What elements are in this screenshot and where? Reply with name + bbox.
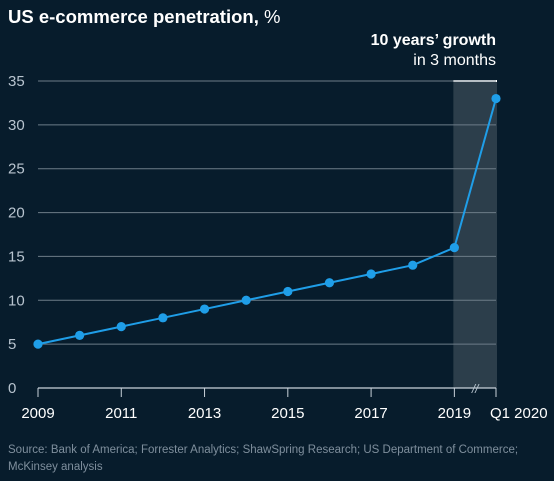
data-point [158,313,168,323]
data-point [33,339,43,349]
data-point [449,243,459,253]
y-tick-label: 15 [8,248,25,265]
y-tick-label: 5 [8,336,16,353]
data-point [75,330,85,340]
highlight-band [453,81,497,388]
data-point [241,295,251,305]
x-tick-label: 2013 [188,405,221,422]
x-tick-label: 2011 [105,405,137,422]
x-tick-label: 2015 [271,405,304,422]
y-tick-label: 35 [8,73,25,90]
axis-break-mark: // [471,382,480,396]
y-tick-label: 20 [8,205,25,222]
data-point [408,260,418,270]
annotation-subtext: in 3 months [413,52,496,69]
source-note: Source: Bank of America; Forrester Analy… [8,444,519,473]
y-tick-label: 25 [8,161,25,178]
growth-annotation: 10 years’ growth in 3 months [371,31,496,71]
data-point [366,269,376,279]
data-point [199,304,210,314]
y-tick-label: 10 [8,292,25,309]
x-tick-label: Q1 2020 [490,405,548,422]
annotation-headline: 10 years’ growth [370,32,496,49]
x-tick-label: 2017 [354,405,387,422]
line-chart: 0 5 10 15 20 25 30 35 2009 2011 2013 2015 2017 2019 Q1… [8,73,548,422]
y-tick-label: 30 [8,117,25,134]
data-point [116,322,126,332]
data-point [491,93,501,104]
y-tick-label: 0 [8,380,16,397]
data-point [324,278,335,288]
chart-title-main: US e-commerce penetration, [8,6,259,27]
series-line [37,98,497,346]
chart-title: US e-commerce penetration, % [8,6,280,28]
x-tick-label: 2009 [21,405,54,422]
chart-title-unit: % [264,6,281,27]
data-point [283,286,293,297]
x-tick-label: 2019 [438,405,471,422]
